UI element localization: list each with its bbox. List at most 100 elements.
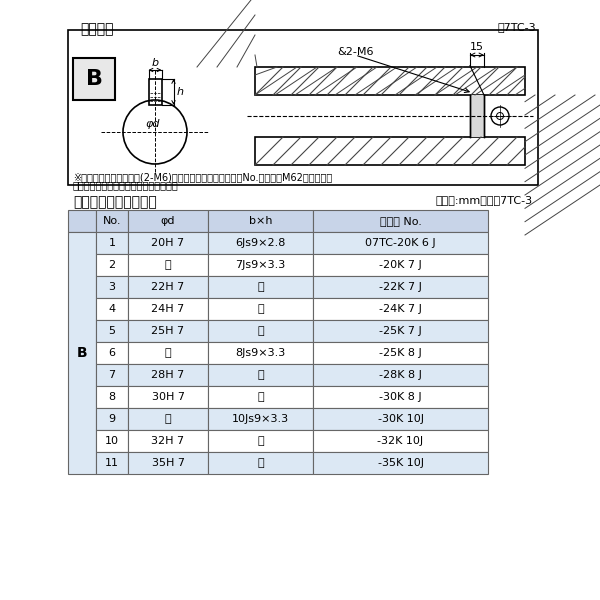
Bar [128, 320, 208, 342]
Bar [313, 254, 488, 276]
Bar [208, 210, 313, 232]
Bar [208, 386, 313, 408]
Bar [313, 210, 488, 232]
Text: φd: φd [161, 216, 175, 226]
Text: h: h [177, 87, 184, 97]
Bar [208, 254, 313, 276]
Bar [96, 254, 128, 276]
Text: -20K 7 J: -20K 7 J [379, 260, 422, 270]
Bar [128, 408, 208, 430]
Text: コード No.: コード No. [380, 216, 421, 226]
Bar [128, 386, 208, 408]
Text: 4: 4 [109, 304, 116, 314]
Bar [208, 342, 313, 364]
Text: No.: No. [103, 216, 121, 226]
Bar [128, 254, 208, 276]
Text: （単位:mm）　表7TC-3: （単位:mm） 表7TC-3 [436, 195, 533, 205]
Text: 〃: 〃 [164, 260, 172, 270]
Text: 3: 3 [109, 282, 115, 292]
Text: 28H 7: 28H 7 [151, 370, 185, 380]
Text: 〃: 〃 [257, 458, 264, 468]
Bar [208, 452, 313, 474]
Bar [96, 364, 128, 386]
Bar [96, 386, 128, 408]
Text: 〃: 〃 [164, 348, 172, 358]
Bar [128, 364, 208, 386]
Text: 20H 7: 20H 7 [151, 238, 185, 248]
Bar [96, 320, 128, 342]
Text: -22K 7 J: -22K 7 J [379, 282, 422, 292]
Text: 5: 5 [109, 326, 115, 336]
Bar [128, 232, 208, 254]
Bar [68, 210, 96, 232]
Bar [313, 386, 488, 408]
Bar [149, 79, 161, 105]
Bar [68, 232, 96, 474]
Text: 〃: 〃 [257, 282, 264, 292]
Text: -28K 8 J: -28K 8 J [379, 370, 422, 380]
Bar [313, 430, 488, 452]
Text: -32K 10J: -32K 10J [377, 436, 424, 446]
Text: 〃: 〃 [257, 370, 264, 380]
Text: -25K 7 J: -25K 7 J [379, 326, 422, 336]
Bar [313, 298, 488, 320]
Bar [313, 408, 488, 430]
Text: -25K 8 J: -25K 8 J [379, 348, 422, 358]
Text: 〃: 〃 [257, 392, 264, 402]
Bar [73, 58, 115, 100]
Text: &2-M6: &2-M6 [337, 47, 373, 57]
Text: 30H 7: 30H 7 [151, 392, 185, 402]
Text: 22H 7: 22H 7 [151, 282, 185, 292]
Bar [128, 210, 208, 232]
Text: 11: 11 [105, 458, 119, 468]
Bar [96, 408, 128, 430]
Text: ※セットボルト用タップ(2-M6)が必要な場合は右記コードNo.の末尾にM62を付ける。: ※セットボルト用タップ(2-M6)が必要な場合は右記コードNo.の末尾にM62を… [73, 172, 332, 182]
Bar [313, 232, 488, 254]
Bar [96, 298, 128, 320]
Bar [128, 342, 208, 364]
Text: 7Js9×3.3: 7Js9×3.3 [235, 260, 286, 270]
Text: B: B [86, 69, 103, 89]
Bar [313, 452, 488, 474]
Text: -30K 10J: -30K 10J [377, 414, 424, 424]
Bar [128, 452, 208, 474]
Text: 2: 2 [109, 260, 116, 270]
Text: 〃: 〃 [257, 304, 264, 314]
Text: 15: 15 [470, 42, 484, 52]
Bar [96, 276, 128, 298]
Text: 軸穴形状コード一覧表: 軸穴形状コード一覧表 [73, 195, 157, 209]
Bar [128, 430, 208, 452]
Text: -30K 8 J: -30K 8 J [379, 392, 422, 402]
Text: 10Js9×3.3: 10Js9×3.3 [232, 414, 289, 424]
Text: -35K 10J: -35K 10J [377, 458, 424, 468]
Bar [313, 364, 488, 386]
Text: 9: 9 [109, 414, 116, 424]
Text: 〃: 〃 [164, 414, 172, 424]
Bar [255, 137, 525, 165]
Bar [96, 452, 128, 474]
Bar [68, 30, 538, 185]
Text: 7: 7 [109, 370, 116, 380]
Bar [128, 276, 208, 298]
Text: 6Js9×2.8: 6Js9×2.8 [235, 238, 286, 248]
Text: 8Js9×3.3: 8Js9×3.3 [235, 348, 286, 358]
Bar [96, 430, 128, 452]
Bar [208, 430, 313, 452]
Bar [208, 232, 313, 254]
Text: 10: 10 [105, 436, 119, 446]
Text: 6: 6 [109, 348, 115, 358]
Bar [470, 95, 484, 137]
Text: 35H 7: 35H 7 [151, 458, 185, 468]
Text: b: b [151, 58, 158, 68]
Bar [208, 364, 313, 386]
Bar [208, 408, 313, 430]
Bar [313, 320, 488, 342]
Text: -24K 7 J: -24K 7 J [379, 304, 422, 314]
Bar [96, 210, 128, 232]
Text: φd: φd [146, 119, 160, 129]
Text: 1: 1 [109, 238, 115, 248]
Bar [128, 298, 208, 320]
Text: 〃: 〃 [257, 436, 264, 446]
Bar [208, 298, 313, 320]
Text: 〃: 〃 [257, 326, 264, 336]
